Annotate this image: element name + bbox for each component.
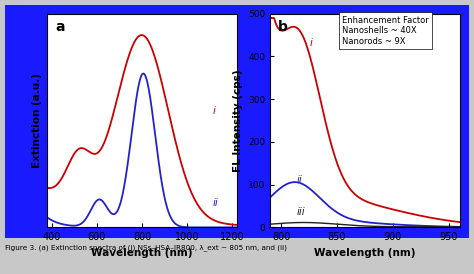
Text: iii: iii (297, 207, 305, 216)
X-axis label: Wavelength (nm): Wavelength (nm) (314, 248, 416, 258)
Text: i: i (310, 38, 313, 48)
Y-axis label: Extinction (a.u.): Extinction (a.u.) (32, 73, 42, 168)
Text: i: i (212, 106, 215, 116)
Text: ii: ii (212, 198, 218, 208)
Text: b: b (278, 20, 288, 34)
Text: Figure 3. (a) Extinction spectra of (i) NSs–HSA–IR800, λ_ext ~ 805 nm, and (ii): Figure 3. (a) Extinction spectra of (i) … (5, 244, 287, 251)
Text: a: a (55, 20, 64, 34)
X-axis label: Wavelength (nm): Wavelength (nm) (91, 248, 193, 258)
Y-axis label: FL Intensity (cps): FL Intensity (cps) (233, 69, 243, 172)
Text: Enhancement Factor
Nanoshells ~ 40X
Nanorods ~ 9X: Enhancement Factor Nanoshells ~ 40X Nano… (342, 16, 429, 46)
Text: ii: ii (297, 175, 302, 184)
